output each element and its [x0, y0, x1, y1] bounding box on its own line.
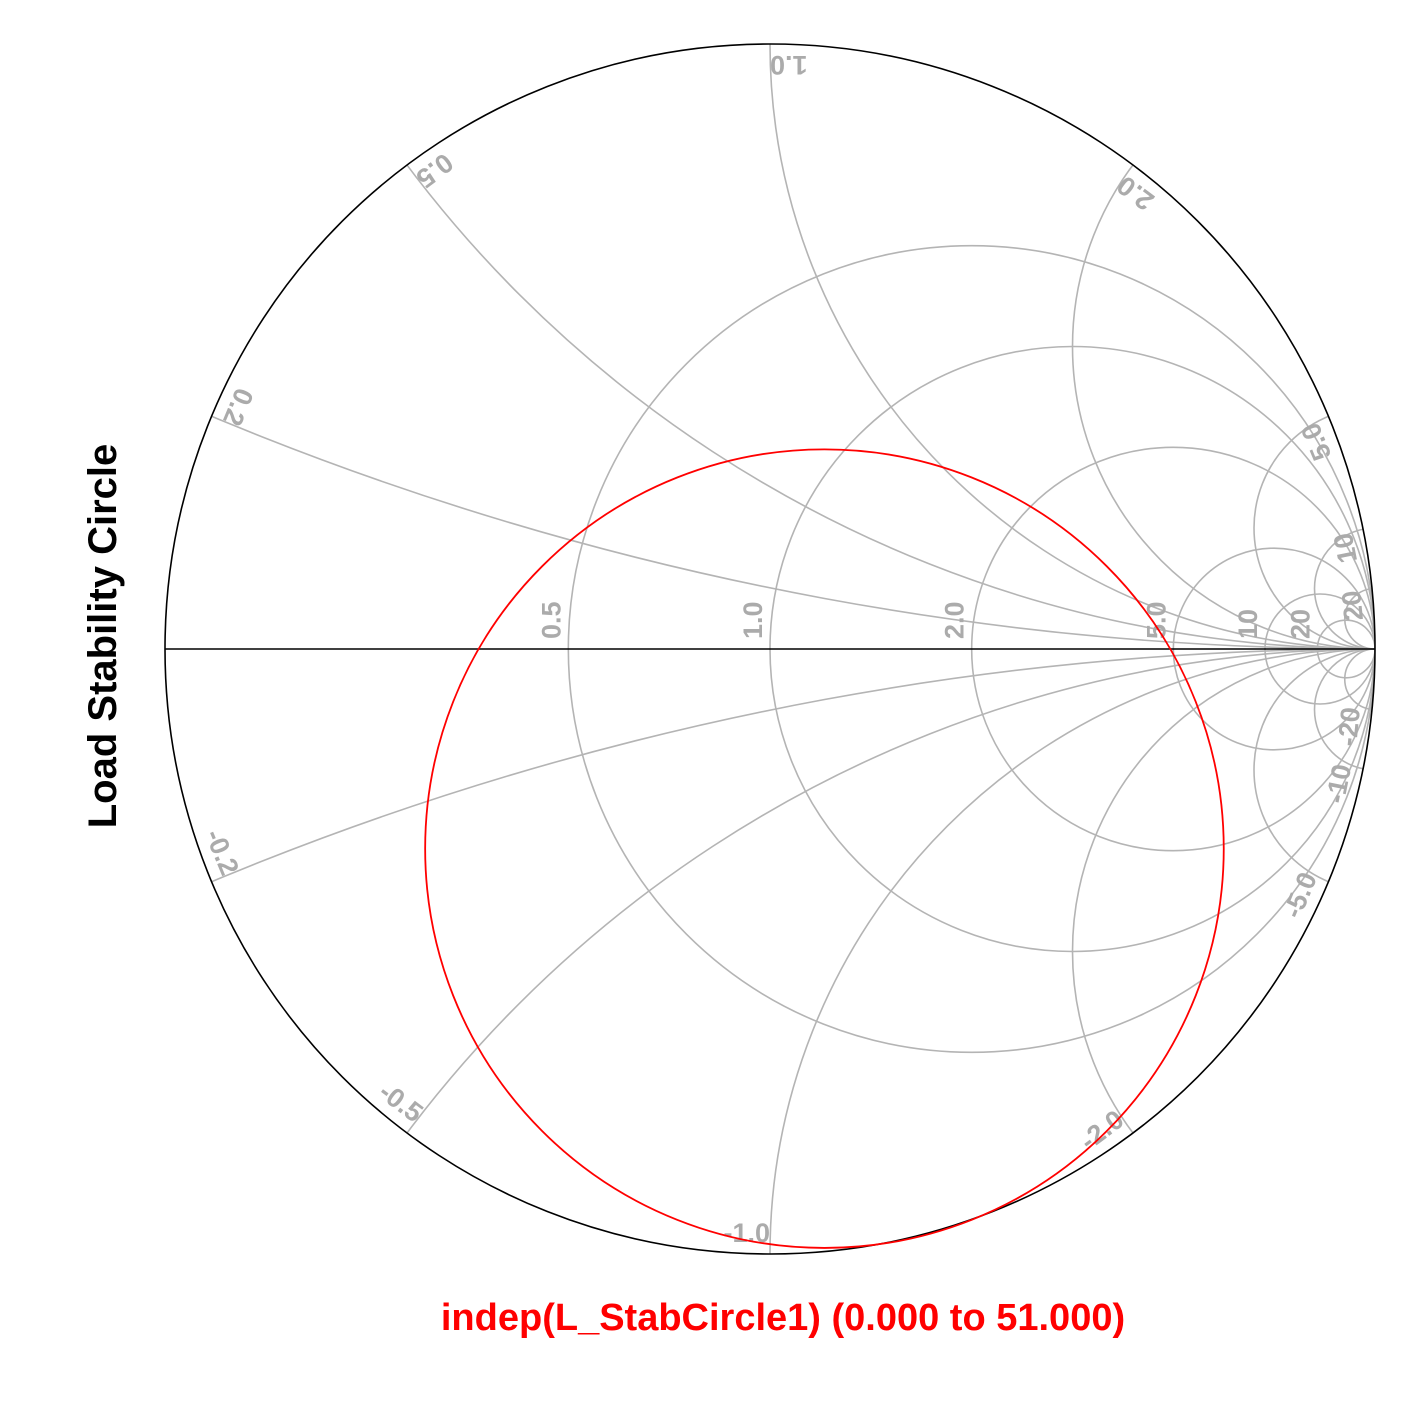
- resistance-label: 10: [1233, 609, 1263, 639]
- reactance-arc: [1071, 44, 1375, 650]
- reactance-arc: [1253, 648, 1375, 892]
- reactance-label: 10: [1328, 530, 1363, 565]
- reactance-label: -20: [1332, 706, 1366, 748]
- series-group: [424, 448, 1225, 1249]
- y-axis-label: Load Stability Circle: [81, 444, 125, 829]
- reactance-label: 5.0: [1295, 419, 1337, 465]
- reactance-arc: [165, 44, 1375, 650]
- stability-circle-series: [424, 448, 1225, 1249]
- reactance-arc: [1343, 587, 1375, 650]
- reactance-label: -0.5: [373, 1076, 428, 1128]
- resistance-label: 0.5: [536, 601, 566, 639]
- reactance-arc: [769, 44, 1375, 650]
- resistance-label: 1.0: [738, 601, 768, 639]
- unit-circle-boundary: [164, 43, 1376, 1255]
- reactance-arc: [1343, 648, 1375, 711]
- reactance-label: 20: [1336, 589, 1369, 622]
- reactance-label: 0.5: [411, 147, 459, 194]
- reactance-label: -2.0: [1074, 1104, 1129, 1156]
- resistance-label: 20: [1285, 609, 1315, 639]
- reactance-label: 1.0: [770, 50, 808, 80]
- reactance-arc: [1313, 527, 1375, 650]
- resistance-label: 5.0: [1141, 601, 1171, 639]
- reactance-label: -10: [1320, 762, 1357, 806]
- reactance-arc: [1071, 648, 1375, 1254]
- legend-entry: indep(L_StabCircle1) (0.000 to 51.000): [441, 1297, 1125, 1339]
- reactance-label: 2.0: [1111, 170, 1159, 217]
- reactance-arc: [1313, 648, 1375, 771]
- reactance-arc: [1253, 406, 1375, 650]
- resistance-label: 2.0: [940, 601, 970, 639]
